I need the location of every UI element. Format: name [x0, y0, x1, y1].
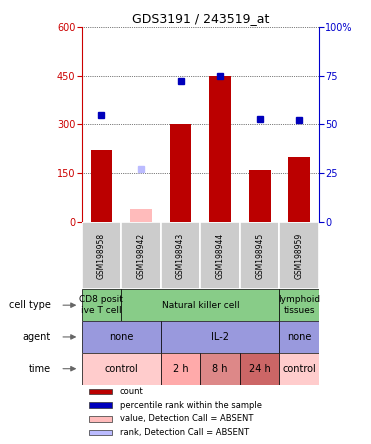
Text: 2 h: 2 h [173, 364, 188, 374]
Text: GSM198945: GSM198945 [255, 233, 264, 279]
Text: control: control [104, 364, 138, 374]
Bar [121, 222, 161, 289]
Text: Natural killer cell: Natural killer cell [161, 301, 239, 309]
Bar [279, 321, 319, 353]
Text: percentile rank within the sample: percentile rank within the sample [119, 400, 262, 410]
Bar [288, 157, 310, 222]
Text: none: none [287, 332, 312, 342]
Bar [161, 353, 200, 385]
Bar [82, 321, 161, 353]
Bar [200, 222, 240, 289]
Text: GSM198944: GSM198944 [216, 233, 224, 279]
Bar [170, 124, 191, 222]
Bar [279, 289, 319, 321]
Text: GSM198943: GSM198943 [176, 233, 185, 279]
Bar [209, 75, 231, 222]
Bar [82, 222, 121, 289]
Text: IL-2: IL-2 [211, 332, 229, 342]
Bar [89, 416, 112, 422]
Text: time: time [29, 364, 51, 374]
Text: GSM198942: GSM198942 [137, 233, 145, 279]
Bar [161, 222, 200, 289]
Bar [91, 151, 112, 222]
Bar [121, 289, 279, 321]
Bar [130, 209, 152, 222]
Title: GDS3191 / 243519_at: GDS3191 / 243519_at [132, 12, 269, 25]
Text: none: none [109, 332, 134, 342]
Text: agent: agent [23, 332, 51, 342]
Text: GSM198959: GSM198959 [295, 233, 304, 279]
Bar [82, 289, 121, 321]
Text: cell type: cell type [9, 300, 51, 310]
Bar [200, 353, 240, 385]
Bar [249, 170, 270, 222]
Text: 8 h: 8 h [212, 364, 228, 374]
Bar [89, 430, 112, 436]
Bar [161, 321, 279, 353]
Text: count: count [119, 387, 143, 396]
Bar [89, 388, 112, 394]
Text: 24 h: 24 h [249, 364, 270, 374]
Bar [279, 353, 319, 385]
Text: control: control [282, 364, 316, 374]
Text: rank, Detection Call = ABSENT: rank, Detection Call = ABSENT [119, 428, 249, 437]
Bar [82, 353, 161, 385]
Text: CD8 posit
ive T cell: CD8 posit ive T cell [79, 295, 123, 315]
Text: value, Detection Call = ABSENT: value, Detection Call = ABSENT [119, 414, 253, 424]
Text: lymphoid
tissues: lymphoid tissues [278, 295, 320, 315]
Bar [240, 222, 279, 289]
Text: GSM198958: GSM198958 [97, 233, 106, 279]
Bar [279, 222, 319, 289]
Bar [89, 402, 112, 408]
Bar [240, 353, 279, 385]
